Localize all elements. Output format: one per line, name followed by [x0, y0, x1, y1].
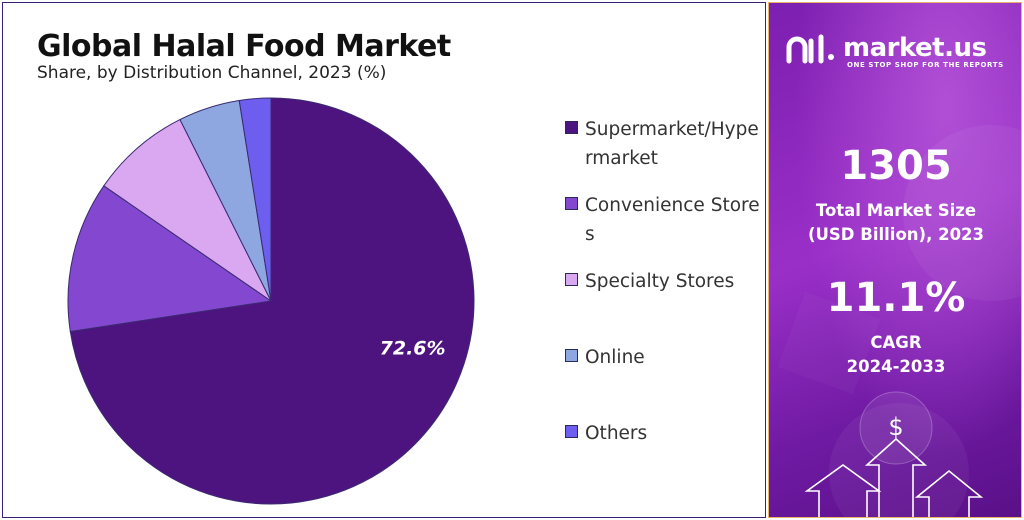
pie-slice-4 [238, 97, 272, 302]
legend-label-4: Others [585, 423, 648, 444]
pie-slice-0 [69, 97, 475, 505]
chart-subtitle: Share, by Distribution Channel, 2023 (%) [37, 63, 387, 83]
market-size-label: Total Market Size (USD Billion), 2023 [807, 201, 985, 244]
pie-data-label-0: 72.6% [380, 337, 446, 359]
brand-tagline: ONE STOP SHOP FOR THE REPORTS [847, 61, 1004, 69]
market-size-value: 1305 [840, 143, 952, 189]
legend-swatch-1 [565, 197, 578, 210]
legend-swatch-0 [565, 121, 578, 134]
summary-panel: market.us ONE STOP SHOP FOR THE REPORTS … [768, 2, 1022, 518]
cagr-label: CAGR 2024-2033 [846, 333, 946, 376]
background-decoration [829, 125, 1021, 517]
pie-chart: 72.6% [67, 97, 475, 505]
legend-label-3: Online [585, 347, 645, 368]
legend-swatch-2 [565, 273, 578, 286]
dollar-sign: $ [888, 413, 903, 441]
chart-panel: Global Halal Food Market Share, by Distr… [2, 2, 766, 518]
market-us-logo-icon [786, 34, 834, 64]
legend-swatch-3 [565, 349, 578, 362]
growth-arrows-icon: $ [804, 391, 984, 517]
pie-slice-2 [103, 118, 272, 302]
legend-swatch-4 [565, 425, 578, 438]
legend-label-1: Convenience Stores [585, 195, 760, 245]
legend-label-0: Supermarket/Hypermarket [585, 119, 759, 169]
brand-name: market.us [843, 33, 987, 63]
pie-slice-1 [67, 185, 273, 333]
cagr-value: 11.1% [826, 275, 966, 321]
legend-label-2: Specialty Stores [585, 271, 735, 292]
chart-title: Global Halal Food Market [37, 29, 451, 64]
